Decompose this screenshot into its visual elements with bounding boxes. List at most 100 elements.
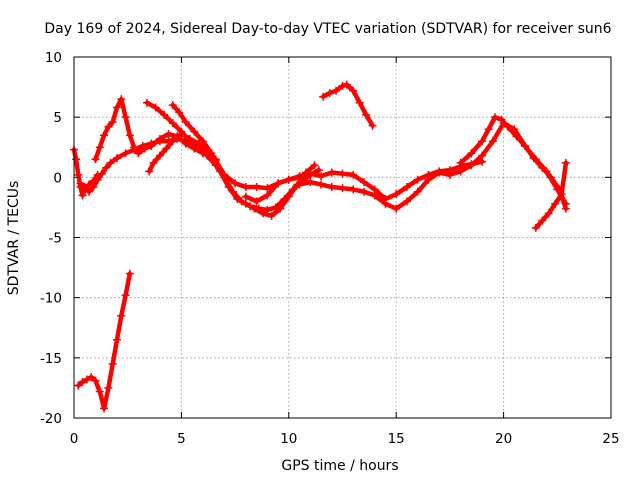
- data-point: [284, 192, 293, 201]
- x-tick-label: 10: [280, 431, 297, 447]
- data-point: [259, 209, 268, 218]
- y-axis-label: SDTVAR / TECUs: [6, 181, 22, 296]
- data-point: [551, 199, 560, 208]
- data-point: [263, 184, 272, 193]
- data-point: [164, 130, 173, 139]
- data-point: [145, 167, 154, 176]
- data-point: [252, 197, 261, 206]
- data-point: [327, 182, 336, 191]
- data-point: [211, 156, 220, 165]
- data-point: [338, 81, 347, 90]
- data-point: [491, 113, 500, 122]
- data-point: [362, 110, 371, 119]
- x-axis-label: GPS time / hours: [281, 458, 398, 474]
- data-point: [531, 223, 540, 232]
- data-series: [70, 80, 570, 413]
- data-point: [104, 383, 113, 392]
- data-point: [413, 175, 422, 184]
- data-point: [538, 163, 547, 172]
- data-point: [76, 179, 85, 188]
- x-tick-label: 20: [495, 431, 512, 447]
- data-point: [112, 103, 121, 112]
- data-point: [121, 149, 130, 158]
- data-point: [276, 204, 285, 213]
- series-track-e: [170, 102, 317, 219]
- data-point: [355, 98, 364, 107]
- data-point: [306, 178, 315, 187]
- series-track-c: [93, 96, 206, 162]
- x-tick-label: 25: [602, 431, 619, 447]
- data-point: [140, 144, 149, 153]
- data-point: [117, 95, 126, 104]
- data-point: [503, 122, 512, 131]
- data-point: [317, 172, 326, 181]
- data-point: [381, 199, 390, 208]
- data-point: [267, 211, 276, 220]
- data-point: [85, 180, 94, 189]
- data-point: [100, 131, 109, 140]
- data-point: [359, 178, 368, 187]
- data-point: [349, 86, 358, 95]
- data-point: [263, 191, 272, 200]
- series-track-i: [458, 114, 569, 211]
- chart-title: Day 169 of 2024, Sidereal Day-to-day VTE…: [44, 21, 611, 37]
- data-point: [325, 89, 334, 98]
- data-point: [402, 182, 411, 191]
- data-point: [561, 204, 570, 213]
- y-tick-label: -20: [40, 411, 62, 427]
- data-point: [274, 179, 283, 188]
- data-point: [168, 119, 177, 128]
- y-tick-label: -15: [40, 351, 62, 367]
- data-point: [224, 182, 233, 191]
- data-point: [241, 199, 250, 208]
- data-point: [231, 179, 240, 188]
- data-point: [306, 169, 315, 178]
- data-point: [456, 158, 465, 167]
- data-point: [185, 134, 194, 143]
- data-point: [78, 191, 87, 200]
- data-point: [392, 204, 401, 213]
- x-tick-label: 5: [177, 431, 186, 447]
- data-point: [295, 180, 304, 189]
- data-point: [194, 139, 203, 148]
- data-point: [82, 375, 91, 384]
- data-point: [310, 161, 319, 170]
- data-point: [155, 151, 164, 160]
- data-point: [467, 149, 476, 158]
- data-point: [314, 166, 323, 175]
- data-point: [338, 184, 347, 193]
- data-point: [317, 180, 326, 189]
- data-point: [155, 134, 164, 143]
- data-point: [370, 191, 379, 200]
- data-point: [108, 359, 117, 368]
- data-point: [168, 101, 177, 110]
- data-point: [544, 209, 553, 218]
- data-point: [220, 170, 229, 179]
- data-point: [484, 125, 493, 134]
- data-point: [87, 373, 96, 382]
- data-point: [497, 115, 506, 124]
- data-point: [478, 137, 487, 146]
- data-point: [168, 137, 177, 146]
- data-point: [95, 387, 104, 396]
- data-point: [177, 130, 186, 139]
- data-point: [521, 142, 530, 151]
- data-point: [147, 142, 156, 151]
- data-point: [85, 187, 94, 196]
- data-point: [151, 103, 160, 112]
- data-point: [175, 108, 184, 117]
- y-tick-label: -10: [40, 291, 62, 307]
- y-tick-label: 5: [53, 110, 62, 126]
- data-point: [349, 170, 358, 179]
- y-tick-label: 10: [45, 50, 62, 66]
- data-point: [89, 182, 98, 191]
- series-track-h: [297, 120, 569, 211]
- data-point: [121, 291, 130, 300]
- data-point: [488, 137, 497, 146]
- data-point: [529, 154, 538, 163]
- data-point: [117, 311, 126, 320]
- data-point: [233, 194, 242, 203]
- data-point: [78, 377, 87, 386]
- data-point: [557, 190, 566, 199]
- series-track-k: [320, 82, 375, 128]
